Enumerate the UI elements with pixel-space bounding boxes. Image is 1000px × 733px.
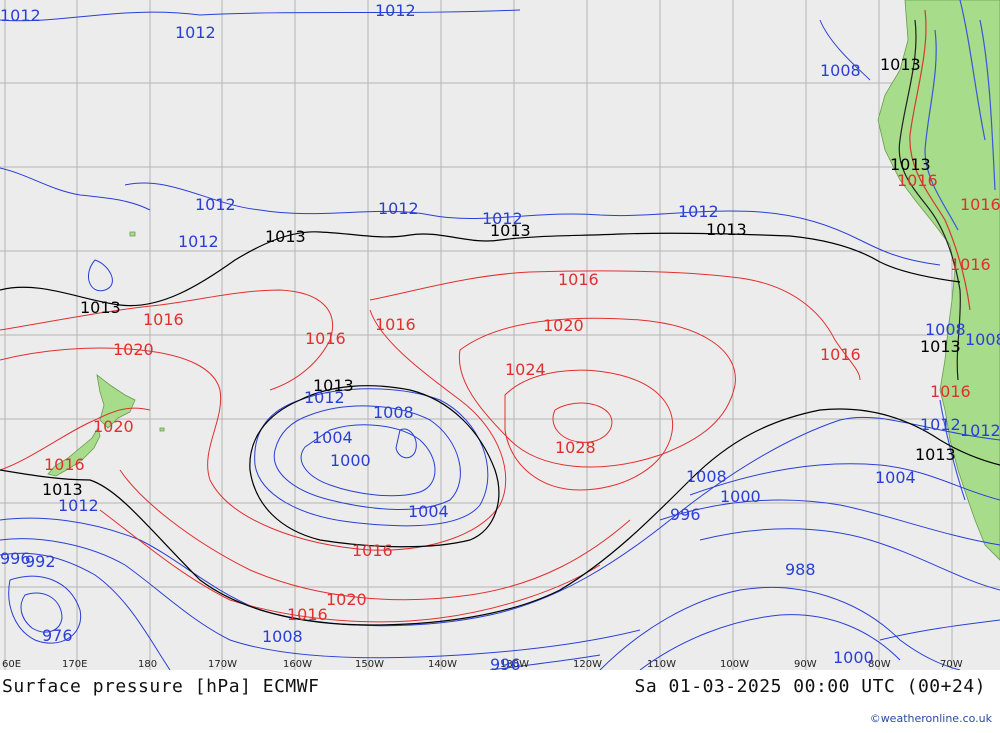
isobar-label-high: 1020 <box>113 340 154 359</box>
longitude-tick: 180 <box>138 659 157 670</box>
isobar-label-reference: 1013 <box>80 298 121 317</box>
longitude-tick: 170W <box>208 659 237 670</box>
pressure-map: 60E 170E 180 170W 160W 150W 140W 130W 120W 110W 10… <box>0 0 1000 670</box>
isobar-label-high: 1016 <box>950 255 991 274</box>
isobar-label-reference: 1013 <box>42 480 83 499</box>
isobar-label-low: 1012 <box>175 23 216 42</box>
isobar-label-low: 1012 <box>304 388 345 407</box>
isobar-label-low: 1012 <box>378 199 419 218</box>
isobar-label-low: 992 <box>25 552 56 571</box>
graticule <box>0 0 1000 670</box>
isobar-label-high: 1016 <box>930 382 971 401</box>
longitude-tick: 80W <box>868 659 891 670</box>
isobar-label-high: 1016 <box>375 315 416 334</box>
longitude-tick: 90W <box>794 659 817 670</box>
isobar-label-low: 1008 <box>820 61 861 80</box>
isobar-label-high: 1016 <box>287 605 328 624</box>
isobar-label-high: 1016 <box>44 455 85 474</box>
isobar-1013 <box>0 231 1000 626</box>
isobar-label-low: 1012 <box>920 415 961 434</box>
longitude-tick: 160W <box>283 659 312 670</box>
isobar-label-reference: 1013 <box>915 445 956 464</box>
isobar-label-high: 1016 <box>960 195 1000 214</box>
new-zealand-south-island <box>47 426 101 477</box>
longitude-tick: 140W <box>428 659 457 670</box>
isobar-label-reference: 1013 <box>880 55 921 74</box>
isobar-label-reference: 1013 <box>706 220 747 239</box>
longitude-tick: 110W <box>647 659 676 670</box>
isobar-label-low: 1008 <box>373 403 414 422</box>
longitude-tick: 100W <box>720 659 749 670</box>
isobar-label-high: 1016 <box>305 329 346 348</box>
map-title: Surface pressure [hPa] ECMWF <box>2 676 320 697</box>
isobar-label-low: 988 <box>785 560 816 579</box>
isobar-label-low: 1004 <box>875 468 916 487</box>
isobar-label-reference: 1013 <box>313 376 354 395</box>
south-america-land <box>877 0 1000 561</box>
isobar-label-reference: 1013 <box>490 221 531 240</box>
isobar-label-low: 1012 <box>195 195 236 214</box>
isobars-high <box>0 270 861 623</box>
map-footer <box>0 670 1000 733</box>
isobar-label-high: 1020 <box>93 417 134 436</box>
isobar-label-high: 1016 <box>897 171 938 190</box>
isobar-label-low: 1008 <box>965 330 1000 349</box>
pacific-island <box>129 231 136 237</box>
isobar-label-high: 1016 <box>143 310 184 329</box>
isobar-label-high: 1020 <box>543 316 584 335</box>
isobar-label-high: 1016 <box>820 345 861 364</box>
longitude-tick: 130W <box>500 659 529 670</box>
forecast-time: Sa 01-03-2025 00:00 UTC (00+24) <box>634 676 986 697</box>
isobar-label-low: 1004 <box>408 502 449 521</box>
isobar-label-low: 1000 <box>330 451 371 470</box>
isobar-label-low: 1004 <box>312 428 353 447</box>
isobars-low <box>0 9 1000 670</box>
isobar-label-high: 1020 <box>326 590 367 609</box>
isobar-label-low: 1008 <box>925 320 966 339</box>
isobar-label-low: 996 <box>490 655 521 670</box>
isobar-label-low: 1000 <box>833 648 874 667</box>
isobar-label-low: 1008 <box>262 627 303 646</box>
landmasses <box>47 0 1000 561</box>
andes-relief <box>898 0 996 501</box>
source-credit[interactable]: ©weatheronline.co.uk <box>869 712 992 725</box>
longitude-tick: 170E <box>62 659 87 670</box>
longitude-tick: 70W <box>940 659 963 670</box>
isobar-label-reference: 1013 <box>920 337 961 356</box>
isobar-label-low: 1012 <box>58 496 99 515</box>
isobar-label-high: 1016 <box>352 541 393 560</box>
isobar-label-high: 1024 <box>505 360 546 379</box>
isobar-label-low: 1000 <box>720 487 761 506</box>
longitude-tick: 60E <box>2 659 21 670</box>
isobar-label-reference: 1013 <box>890 155 931 174</box>
longitude-tick: 150W <box>355 659 384 670</box>
isobar-label-low: 1012 <box>0 6 41 25</box>
isobar-label-high: 1028 <box>555 438 596 457</box>
longitude-tick: 120W <box>573 659 602 670</box>
isobar-label-low: 976 <box>42 626 73 645</box>
isobar-label-low: 1012 <box>178 232 219 251</box>
isobar-label-low: 1012 <box>960 421 1000 440</box>
isobar-label-low: 1012 <box>482 209 523 228</box>
longitude-ticks: 60E 170E 180 170W 160W 150W 140W 130W 120W 110W 10… <box>2 659 963 670</box>
isobar-label-low: 996 <box>670 505 701 524</box>
isobar-label-low: 1012 <box>678 202 719 221</box>
isobar-label-low: 1008 <box>686 467 727 486</box>
isobar-label-low: 1012 <box>375 1 416 20</box>
isobar-label-high: 1016 <box>558 270 599 289</box>
isobar-label-reference: 1013 <box>265 227 306 246</box>
chatham-island <box>159 427 165 432</box>
map-canvas: 60E 170E 180 170W 160W 150W 140W 130W 120W 110W 10… <box>0 0 1000 670</box>
isobar-label-low: 996 <box>0 549 31 568</box>
